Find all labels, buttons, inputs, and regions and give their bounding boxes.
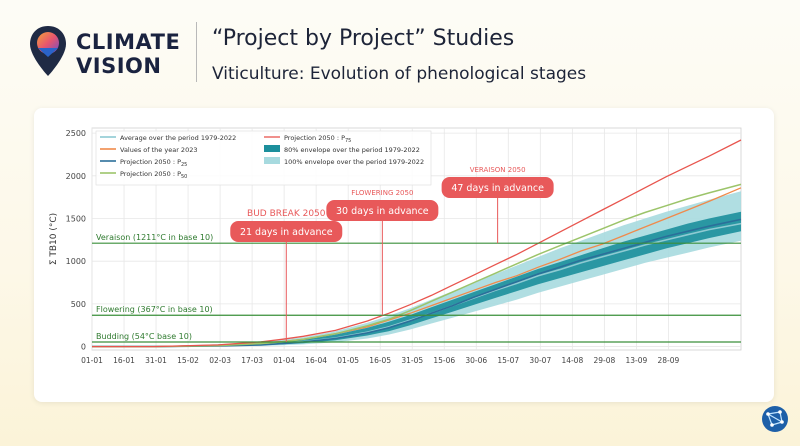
annotation-badge xyxy=(441,177,554,198)
x-tick-label: 15-06 xyxy=(433,356,455,365)
x-tick-label: 13-09 xyxy=(625,356,647,365)
y-tick-label: 500 xyxy=(71,300,86,309)
annotation-badge xyxy=(230,221,343,242)
legend-swatch xyxy=(264,145,280,152)
annotation-stage-label: VERAISON 2050 xyxy=(470,166,526,174)
legend-label: Values of the year 2023 xyxy=(120,146,197,154)
legend-label: Average over the period 1979-2022 xyxy=(120,134,236,142)
x-tick-label: 29-08 xyxy=(593,356,615,365)
brand-line-2: VISION xyxy=(76,54,162,78)
y-tick-label: 0 xyxy=(81,343,86,352)
legend-label: Projection 2050 : P75 xyxy=(284,134,351,144)
annotation-text: 21 days in advance xyxy=(240,227,333,238)
threshold-label: Budding (54°C base 10) xyxy=(96,332,192,341)
x-tick-label: 31-01 xyxy=(145,356,167,365)
chart-card: 0 500 1000 1500 2000 2500 01-01 16-01 31-01 15-02… xyxy=(34,108,774,402)
brand-line-1: CLIMATE xyxy=(76,30,181,54)
envelope-80-band xyxy=(92,211,741,347)
annotation-badge xyxy=(326,200,439,221)
y-tick-label: 2500 xyxy=(66,129,86,138)
x-tick-label: 01-01 xyxy=(81,356,103,365)
header-divider xyxy=(196,22,197,82)
threshold-label: Veraison (1211°C in base 10) xyxy=(96,233,213,242)
x-tick-label: 17-03 xyxy=(241,356,263,365)
y-tick-label: 2000 xyxy=(66,172,86,181)
y-tick-label: 1000 xyxy=(66,257,86,266)
threshold-label: Flowering (367°C in base 10) xyxy=(96,305,213,314)
legend-swatch xyxy=(264,157,280,164)
page-subtitle: Viticulture: Evolution of phenological s… xyxy=(212,64,587,84)
location-pin-icon xyxy=(30,26,66,76)
y-axis-label: Σ TB10 (°C) xyxy=(49,213,59,265)
x-tick-label: 16-04 xyxy=(305,356,327,365)
p75-series-line xyxy=(92,139,742,348)
x-tick-label: 30-06 xyxy=(465,356,487,365)
annotation-stage-label: FLOWERING 2050 xyxy=(351,189,413,197)
x-tick-label: 14-08 xyxy=(561,356,583,365)
legend-label: Projection 2050 : P50 xyxy=(120,170,187,180)
legend-label: 100% envelope over the period 1979-2022 xyxy=(284,158,424,166)
climate-vision-logo: CLIMATE VISION xyxy=(28,22,188,92)
x-tick-label: 16-01 xyxy=(113,356,135,365)
x-tick-label: 31-05 xyxy=(401,356,423,365)
x-tick-label: 01-04 xyxy=(273,356,295,365)
legend-box: Average over the period 1979-2022 Values … xyxy=(95,130,432,186)
annotation-text: 30 days in advance xyxy=(336,206,429,217)
x-tick-label: 01-05 xyxy=(337,356,359,365)
y-tick-label: 1500 xyxy=(66,215,86,224)
p25-series-line xyxy=(92,218,742,348)
x-tick-label: 02-03 xyxy=(209,356,231,365)
annotation-stage-label: BUD BREAK 2050 xyxy=(247,209,326,219)
x-tick-label: 28-09 xyxy=(658,356,680,365)
legend-frame xyxy=(95,130,432,186)
x-tick-label: 30-07 xyxy=(529,356,551,365)
phenology-chart: 0 500 1000 1500 2000 2500 01-01 16-01 31-01 15-02… xyxy=(49,127,742,365)
x-tick-label: 16-05 xyxy=(369,356,391,365)
x-tick-label: 15-07 xyxy=(497,356,519,365)
page-title: “Project by Project” Studies xyxy=(212,26,515,51)
x-tick-label: 15-02 xyxy=(177,356,199,365)
legend-label: 80% envelope over the period 1979-2022 xyxy=(284,146,420,154)
globe-network-icon xyxy=(762,406,788,432)
annotation-text: 47 days in advance xyxy=(451,183,544,194)
legend-label: Projection 2050 : P25 xyxy=(120,158,187,168)
